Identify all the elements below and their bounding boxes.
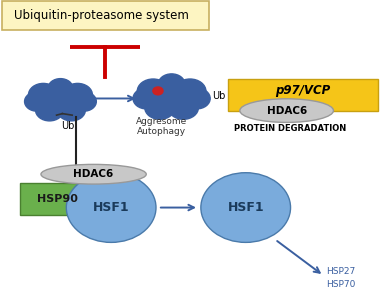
Circle shape — [57, 99, 85, 121]
Circle shape — [25, 92, 50, 111]
Circle shape — [201, 173, 291, 242]
Circle shape — [66, 173, 156, 242]
Circle shape — [43, 88, 78, 115]
Text: Ub: Ub — [62, 121, 75, 131]
Circle shape — [35, 99, 64, 121]
Text: HDAC6: HDAC6 — [73, 169, 114, 179]
Text: HSP27: HSP27 — [326, 267, 355, 276]
Circle shape — [63, 83, 92, 106]
Circle shape — [153, 87, 163, 95]
Ellipse shape — [240, 99, 333, 122]
FancyBboxPatch shape — [2, 1, 209, 30]
Text: HDAC6: HDAC6 — [266, 105, 307, 116]
Circle shape — [28, 83, 58, 106]
FancyBboxPatch shape — [20, 183, 96, 215]
Text: HSF1: HSF1 — [227, 201, 264, 214]
Circle shape — [152, 84, 191, 113]
Circle shape — [71, 92, 96, 111]
Circle shape — [133, 88, 160, 109]
Text: Ub: Ub — [213, 91, 226, 102]
Text: Aggresome
Autophagy: Aggresome Autophagy — [136, 117, 188, 136]
Text: HSP70: HSP70 — [326, 280, 355, 289]
Circle shape — [145, 96, 175, 119]
Text: PROTEIN DEGRADATION: PROTEIN DEGRADATION — [234, 124, 346, 133]
Text: Ubiquitin-proteasome system: Ubiquitin-proteasome system — [14, 9, 188, 22]
Circle shape — [183, 88, 210, 109]
Circle shape — [174, 79, 206, 104]
Text: HSF1: HSF1 — [93, 201, 129, 214]
Circle shape — [137, 79, 169, 104]
Text: HSP90: HSP90 — [37, 194, 78, 204]
Circle shape — [158, 74, 185, 95]
Ellipse shape — [41, 164, 146, 184]
Circle shape — [48, 78, 73, 98]
Circle shape — [168, 96, 199, 119]
FancyBboxPatch shape — [228, 79, 378, 111]
Text: p97/VCP: p97/VCP — [276, 84, 331, 97]
